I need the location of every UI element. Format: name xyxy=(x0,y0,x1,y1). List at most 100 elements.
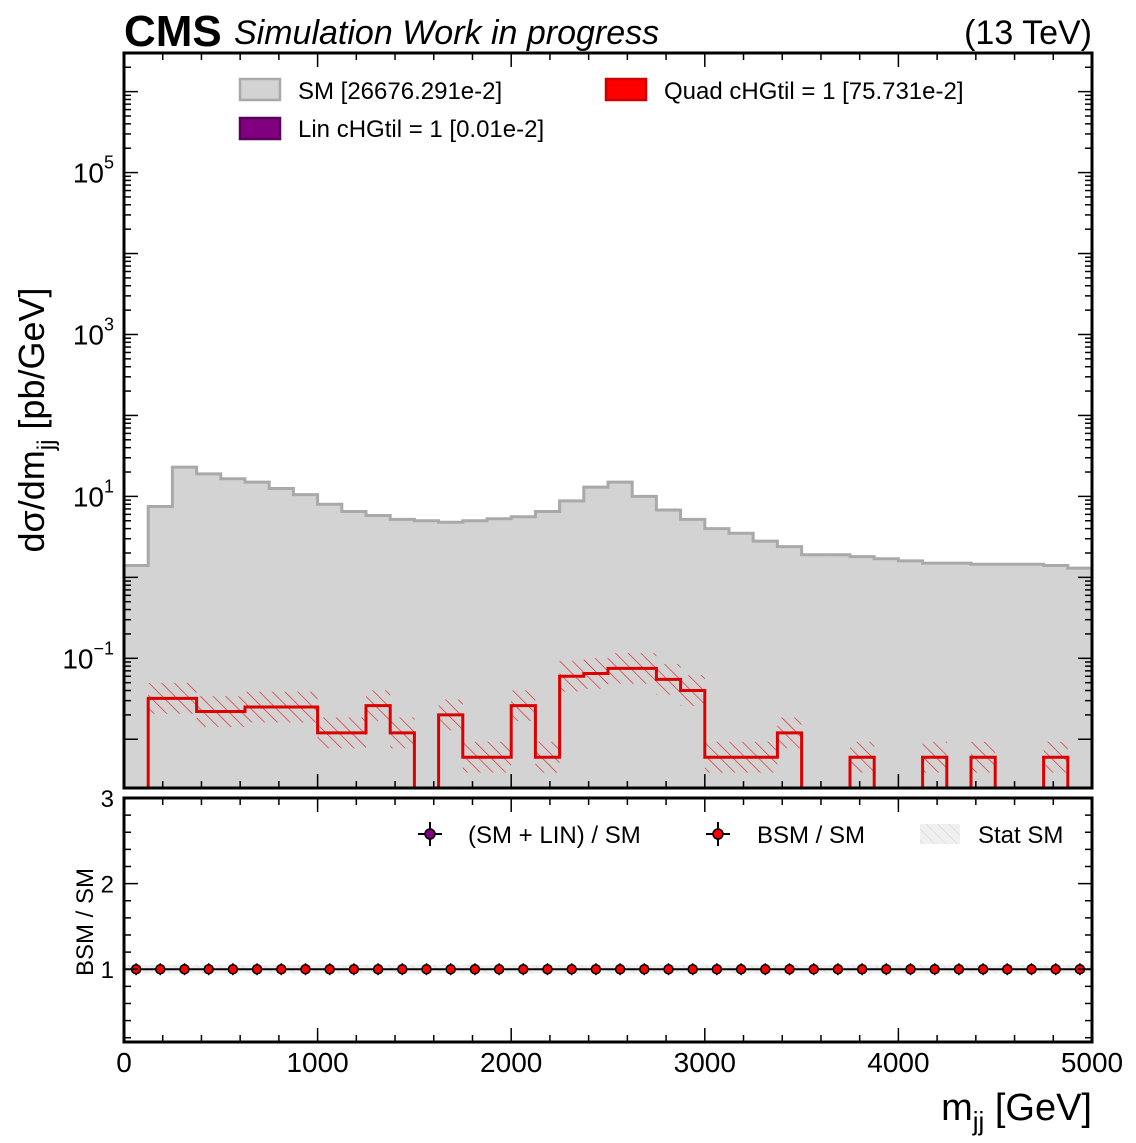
legend-label-quad: Quad cHGtil = 1 [75.731e-2] xyxy=(664,78,964,105)
ratio-point-bsm xyxy=(348,963,360,975)
legend-label-sm: SM [26676.291e-2] xyxy=(298,78,502,105)
x-axis-label: mjj [GeV] xyxy=(941,1087,1092,1136)
ratio-point-bsm xyxy=(421,963,432,975)
sm-bar xyxy=(317,504,343,788)
sm-bar xyxy=(656,509,682,788)
sm-bar xyxy=(220,478,246,788)
ratio-point-bsm xyxy=(276,963,287,975)
legend-label-bsm-ratio: BSM / SM xyxy=(757,822,865,849)
ratio-point-bsm xyxy=(832,963,844,975)
x-tick-label: 1000 xyxy=(286,1047,348,1078)
x-tick-label: 2000 xyxy=(480,1047,542,1078)
legend-swatch-sm xyxy=(238,77,282,102)
ratio-point-bsm xyxy=(784,963,795,975)
ratio-point-bsm xyxy=(397,963,408,975)
sm-bar xyxy=(898,560,924,788)
y-tick-label: 103 xyxy=(73,314,114,350)
ratio-point-bsm xyxy=(687,963,698,975)
sm-bar xyxy=(680,519,706,788)
ratio-y-tick-label: 1 xyxy=(101,957,114,984)
ratio-point-bsm xyxy=(518,963,529,975)
cms-label: CMS xyxy=(124,7,222,56)
main-panel xyxy=(124,465,1092,788)
y-tick-label: 101 xyxy=(73,476,114,512)
ratio-point-bsm xyxy=(493,963,505,975)
legend-swatch-lin xyxy=(238,116,282,141)
quad-step-outline xyxy=(146,666,1070,788)
ratio-y-tick-label: 3 xyxy=(101,786,114,813)
main-frame xyxy=(122,51,1094,790)
ratio-point-bsm xyxy=(155,963,166,975)
ratio-point-bsm xyxy=(929,963,940,975)
ratio-y-tick-label: 2 xyxy=(101,872,114,899)
ratio-point-bsm xyxy=(542,963,553,975)
sm-bar xyxy=(366,515,391,788)
legend-stat-swatch xyxy=(920,824,960,844)
sm-bar xyxy=(801,554,827,788)
ratio-point-bsm xyxy=(179,963,190,975)
plot-subtitle: Simulation Work in progress xyxy=(234,14,659,52)
ratio-point-bsm xyxy=(977,963,989,975)
ratio-point-bsm xyxy=(324,963,335,975)
ratio-point-bsm xyxy=(614,963,626,975)
sm-step-outline xyxy=(124,465,1092,570)
sm-bar xyxy=(777,546,803,788)
sm-bar xyxy=(390,519,415,788)
ratio-point-bsm xyxy=(953,963,965,975)
sm-bar xyxy=(632,496,657,788)
ratio-point-bsm xyxy=(735,963,747,975)
legend-label-lin-ratio: (SM + LIN) / SM xyxy=(468,822,641,849)
ratio-point-bsm xyxy=(1002,963,1013,975)
legend-swatch-quad xyxy=(604,77,648,102)
sm-bar xyxy=(438,522,464,788)
ratio-point-bsm xyxy=(251,963,263,975)
sm-bar xyxy=(583,487,609,788)
sm-bar xyxy=(148,506,173,788)
ratio-point-bsm xyxy=(227,963,239,975)
sm-bar xyxy=(124,565,149,788)
sm-bar xyxy=(1067,568,1092,788)
ratio-panel xyxy=(124,963,1092,976)
ratio-point-bsm xyxy=(639,963,650,975)
ratio-frame xyxy=(122,796,1094,1044)
ratio-legend: (SM + LIN) / SM BSM / SM Stat SM xyxy=(418,822,1063,849)
ratio-point-bsm xyxy=(372,963,384,975)
ratio-point-bsm xyxy=(856,963,868,975)
x-tick-label: 5000 xyxy=(1061,1047,1123,1078)
x-tick-label: 0 xyxy=(116,1047,132,1078)
x-tick-label: 3000 xyxy=(674,1047,736,1078)
ratio-y-axis-label: BSM / SM xyxy=(72,868,99,976)
sm-bar xyxy=(825,554,851,788)
main-legend: SM [26676.291e-2] Quad cHGtil = 1 [75.73… xyxy=(238,77,964,143)
x-tick-label: 4000 xyxy=(867,1047,929,1078)
sm-bar xyxy=(608,482,633,788)
sm-bar xyxy=(874,558,899,788)
sm-bar xyxy=(946,563,972,788)
sm-bar xyxy=(414,520,440,788)
ratio-axis-ticks: 0 1000 2000 3000 4000 5000 1 2 3 xyxy=(101,786,1124,1078)
sm-bar xyxy=(172,467,198,788)
sm-bar xyxy=(245,482,270,788)
ratio-point-bsm xyxy=(1026,963,1037,975)
y-tick-label: 105 xyxy=(73,153,114,189)
y-tick-label: 10−1 xyxy=(62,638,114,674)
legend-label-lin: Lin cHGtil = 1 [0.01e-2] xyxy=(298,116,544,143)
ratio-point-bsm xyxy=(808,963,819,975)
legend-label-stat: Stat SM xyxy=(978,822,1063,849)
ratio-point-bsm xyxy=(469,963,481,975)
sm-bar xyxy=(269,488,294,788)
ratio-point-bsm xyxy=(905,963,916,975)
sm-bar xyxy=(511,516,536,788)
ratio-point-bsm xyxy=(711,963,723,975)
legend-lin-marker xyxy=(424,828,436,840)
sm-bar xyxy=(995,564,1020,788)
legend-bsm-marker xyxy=(712,828,724,840)
sm-bar xyxy=(196,473,222,788)
ratio-point-bsm xyxy=(203,963,214,975)
ratio-point-bsm xyxy=(300,963,311,975)
ratio-point-bsm xyxy=(881,963,892,975)
sm-bar xyxy=(293,494,319,788)
ratio-point-bsm xyxy=(445,963,456,975)
ratio-point-bsm xyxy=(1050,963,1061,975)
